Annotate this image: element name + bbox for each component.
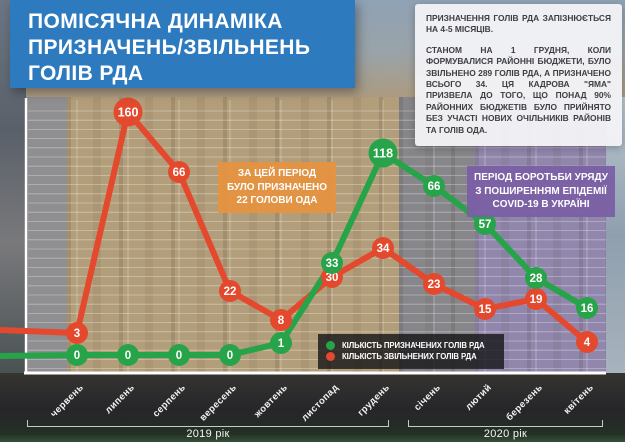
- appointed-value-label: 0: [74, 350, 80, 362]
- dismissed-point: [372, 237, 394, 259]
- annotation-line: ПЕРІОД БОРОТЬБИ УРЯДУ: [474, 172, 608, 183]
- dismissed-value-label: 66: [173, 167, 186, 179]
- legend-label: КІЛЬКІСТЬ ПРИЗНАЧЕНИХ ГОЛІВ РДА: [342, 341, 485, 350]
- dismissed-series-dot-icon: [326, 352, 335, 361]
- dismissed-value-label: 160: [118, 106, 139, 120]
- page-title-line: ПРИЗНАЧЕНЬ/ЗВІЛЬНЕНЬ: [28, 36, 311, 59]
- dismissed-point: [525, 288, 547, 310]
- dismissed-value-label: 30: [326, 272, 339, 284]
- appointed-value-label: 16: [581, 303, 594, 315]
- appointed-value-label: 33: [326, 258, 339, 270]
- year-label: 2019 рік: [186, 428, 230, 440]
- dismissed-value-label: 8: [278, 315, 285, 327]
- dismissed-value-label: 23: [428, 279, 441, 291]
- commentary-paragraph: ПРИЗНАЧЕННЯ ГОЛІВ РДА ЗАПІЗНЮЄТЬСЯ НА 4-…: [426, 13, 611, 35]
- appointed-point: [219, 344, 241, 366]
- dismissed-point: [270, 309, 292, 331]
- dismissed-value-label: 34: [377, 243, 390, 255]
- dismissed-value-label: 15: [479, 304, 492, 316]
- dismissed-value-label: 22: [224, 286, 237, 298]
- commentary-paragraph: СТАНОМ НА 1 ГРУДНЯ, КОЛИ ФОРМУВАЛИСЯ РАЙ…: [426, 44, 611, 135]
- appointed-point: [474, 213, 496, 235]
- dismissed-point: [168, 161, 190, 183]
- appointed-value-label: 66: [428, 181, 441, 193]
- legend-label: КІЛЬКІСТЬ ЗВІЛЬНЕНИХ ГОЛІВ РДА: [342, 352, 477, 361]
- appointed-value-label: 0: [227, 350, 233, 362]
- appointed-point: [270, 332, 292, 354]
- page-title-line: ПОМІСЯЧНА ДИНАМІКА: [28, 10, 283, 33]
- dismissed-point: [219, 280, 241, 302]
- dismissed-point: [576, 331, 598, 353]
- dismissed-point: [423, 273, 445, 295]
- appointed-point: [117, 344, 139, 366]
- commentary-box: ПРИЗНАЧЕННЯ ГОЛІВ РДА ЗАПІЗНЮЄТЬСЯ НА 4-…: [415, 4, 622, 147]
- page-title-line: ГОЛІВ РДА: [28, 62, 144, 85]
- year-bracket: [408, 420, 603, 427]
- appointed-point: [168, 344, 190, 366]
- annotation-appointed-oda: ЗА ЦЕЙ ПЕРІОД БУЛО ПРИЗНАЧЕНО 22 ГОЛОВИ …: [218, 162, 336, 213]
- annotation-covid-period: ПЕРІОД БОРОТЬБИ УРЯДУ З ПОШИРЕННЯМ ЕПІДЕ…: [467, 166, 615, 217]
- dismissed-point: [474, 298, 496, 320]
- appointed-series-dot-icon: [326, 341, 335, 350]
- page-title: ПОМІСЯЧНА ДИНАМІКА ПРИЗНАЧЕНЬ/ЗВІЛЬНЕНЬ …: [10, 0, 355, 88]
- year-label: 2020 рік: [483, 428, 528, 440]
- appointed-value-label: 1: [278, 338, 285, 350]
- dismissed-point: [66, 322, 88, 344]
- dismissed-point: [113, 97, 143, 127]
- dismissed-value-label: 3: [74, 328, 80, 340]
- dismissed-line: [0, 109, 590, 345]
- annotation-line: 22 ГОЛОВИ ОДА: [236, 195, 318, 206]
- appointed-point: [525, 267, 547, 289]
- appointed-point: [423, 175, 445, 197]
- appointed-value-label: 0: [176, 350, 182, 362]
- appointed-point: [368, 138, 398, 168]
- appointed-value-label: 28: [530, 273, 543, 285]
- appointed-value-label: 57: [479, 219, 492, 231]
- appointed-value-label: 118: [373, 147, 393, 161]
- dismissed-value-label: 4: [584, 337, 591, 349]
- appointed-value-label: 0: [125, 350, 131, 362]
- appointed-point: [321, 252, 343, 274]
- annotation-line: БУЛО ПРИЗНАЧЕНО: [226, 181, 328, 193]
- dismissed-value-label: 19: [530, 294, 543, 306]
- annotation-line: COVID-19 В УКРАЇНІ: [492, 199, 590, 210]
- chart-legend: КІЛЬКІСТЬ ПРИЗНАЧЕНИХ ГОЛІВ РДА КІЛЬКІСТ…: [318, 334, 504, 369]
- legend-item-dismissed: КІЛЬКІСТЬ ЗВІЛЬНЕНИХ ГОЛІВ РДА: [326, 352, 496, 361]
- annotation-line: ЗА ЦЕЙ ПЕРІОД: [237, 168, 317, 179]
- background-bottom: [0, 373, 625, 442]
- year-bracket: [27, 420, 389, 427]
- annotation-line: З ПОШИРЕННЯМ ЕПІДЕМІЇ: [475, 185, 607, 197]
- appointed-point: [66, 344, 88, 366]
- appointed-point: [576, 297, 598, 319]
- legend-item-appointed: КІЛЬКІСТЬ ПРИЗНАЧЕНИХ ГОЛІВ РДА: [326, 341, 496, 350]
